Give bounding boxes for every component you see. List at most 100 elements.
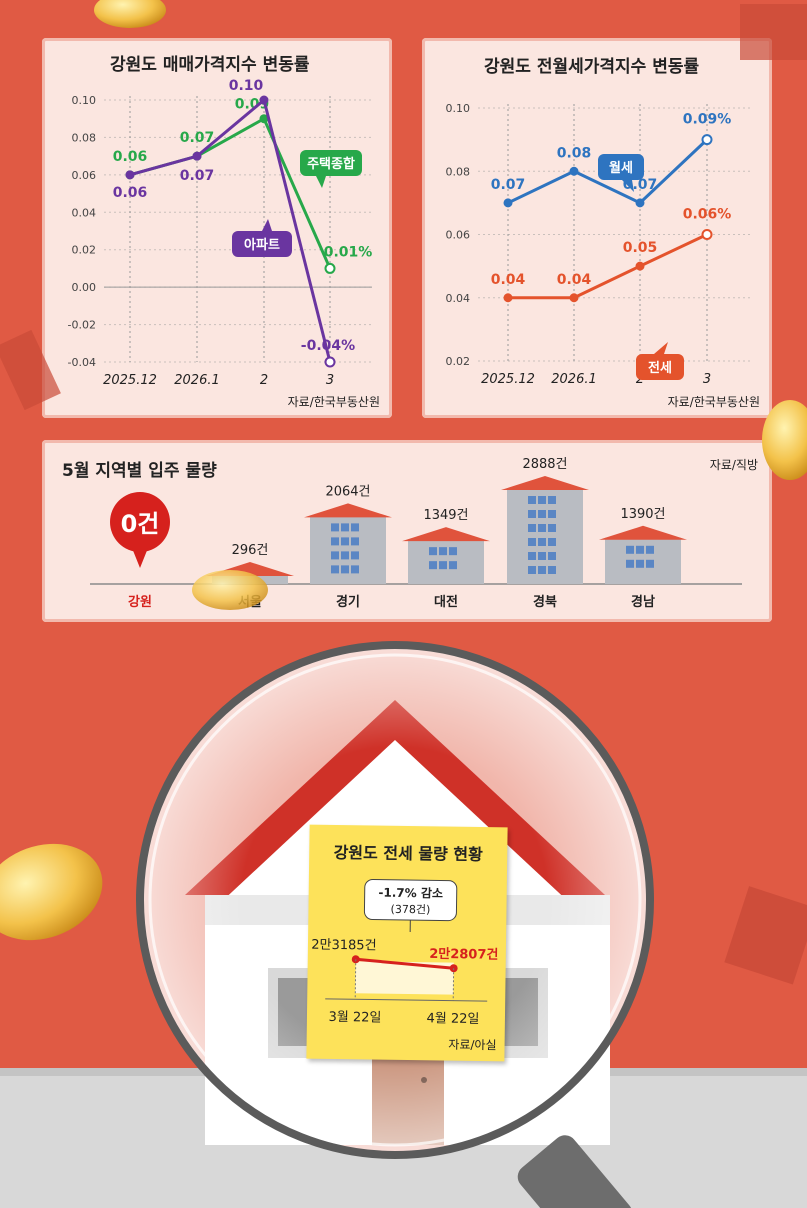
legend-label: 월세 [609,160,633,176]
window [636,559,644,568]
bar-value-label: 2888건 [522,457,567,472]
series-line-1 [508,233,708,300]
data-label: 0.07 [180,130,215,146]
series-line-1 [129,98,332,363]
category-label: 서울 [238,594,262,610]
data-point [449,964,458,973]
y-tick-label: -0.02 [68,319,96,332]
legend-tag-tail [622,180,634,192]
data-label: 0.09% [683,112,732,128]
category-label: 대전 [434,594,458,610]
legend-label: 주택종합 [307,156,355,172]
data-label: 0.01% [324,244,373,260]
rent-price-title: 강원도 전월세가격지수 변동률 [484,57,700,77]
data-label: 0.06 [113,185,148,201]
legend-tag [636,354,684,380]
x-tick-label: 2025.12 [481,372,535,387]
x-tick-label: 2026.1 [551,372,597,387]
rent-price-chart: 0.100.080.060.040.022025.122026.1230.070… [446,102,752,387]
x-tick-label: 3 [326,373,334,388]
data-label: 0.10 [229,78,264,94]
window [538,538,546,546]
x-tick-label: 3월 22일 [328,1010,381,1026]
window [449,561,457,570]
window [449,547,457,556]
window [538,496,546,504]
area-fill [355,961,454,995]
window [528,566,536,574]
window [351,537,359,546]
window [548,510,556,518]
y-tick-label: 0.10 [72,94,97,107]
data-point [125,170,135,180]
data-point [635,261,645,271]
change-label: -1.7% 감소 [378,885,443,901]
jeonse-note-card: 강원도 전세 물량 현황 -1.7% 감소 (378건) 2만3185건 3월 22일… [306,824,508,1062]
jeonse-line [355,957,454,970]
legend-tag [598,154,644,180]
window [548,538,556,546]
supply-title: 5월 지역별 입주 물량 [62,461,217,481]
legend-tag [232,231,292,257]
bar-value-label: 296건 [232,543,269,558]
window [538,510,546,518]
window [538,524,546,532]
legend-tag [300,150,362,176]
window [548,524,556,532]
y-tick-label: 0.10 [446,102,471,115]
bar-roof [501,476,589,490]
legend-tag-tail [262,219,272,231]
window [528,538,536,546]
axis-line [325,998,488,1002]
window [528,552,536,560]
window [636,545,644,554]
data-label: 0.05 [623,240,658,256]
sales-price-source: 자료/한국부동산원 [287,395,380,409]
window [341,523,349,532]
y-tick-label: 0.06 [72,169,97,182]
data-label: 0.04 [557,272,592,288]
y-tick-label: 0.00 [72,281,97,294]
x-tick-label: 2026.1 [174,373,220,388]
data-point [503,293,513,303]
sales-price-chart: 0.10 0.08 0.06 0.04 0.02 0.00 -0.02 -0.04 2025.1… [68,78,373,388]
y-tick-label: 0.08 [72,131,97,144]
window [528,496,536,504]
data-label: 2만2807건 [429,946,498,963]
bar-value-label: 2064건 [325,484,370,499]
window [439,547,447,556]
window [538,552,546,560]
series-line-0 [507,138,709,205]
data-point [701,229,713,240]
supply-panel: 5월 지역별 입주 물량 자료/직방 0건 강원 296건 서울 2064건 경기 1349… [42,440,772,622]
category-label: 경북 [533,594,557,610]
window [528,510,536,518]
y-tick-label: 0.04 [446,292,471,305]
x-tick-label: 3 [703,372,711,387]
window [538,566,546,574]
rent-price-source: 자료/한국부동산원 [667,395,760,409]
window [341,551,349,560]
y-tick-label: 0.08 [446,165,471,178]
window [548,552,556,560]
window [626,545,634,554]
jeonse-source: 자료/아실 [448,1037,497,1053]
data-point [259,114,269,124]
bar-value-label: 0건 [121,510,160,538]
legend-label: 전세 [648,360,672,376]
window [646,545,654,554]
data-point [635,198,645,208]
data-label: 0.06 [113,149,148,165]
window [331,537,339,546]
window [429,547,437,556]
supply-source: 자료/직방 [709,458,758,472]
data-label: 0.07 [180,168,215,184]
category-label: 경기 [336,594,360,610]
window [646,559,654,568]
data-point [324,262,336,274]
data-point [351,955,360,964]
sales-price-title: 강원도 매매가격지수 변동률 [110,55,310,75]
x-tick-label: 2025.12 [103,373,157,388]
rent-price-panel: 강원도 전월세가격지수 변동률 0.10 0.08 0.06 0.04 0.02 2025… [422,38,772,418]
window [429,561,437,570]
